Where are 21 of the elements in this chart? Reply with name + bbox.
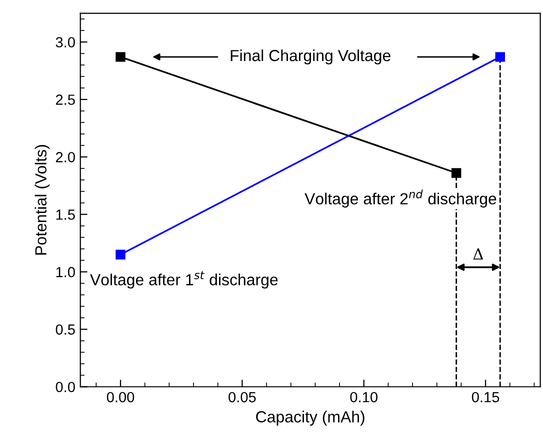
- x-tick-label: 0.05: [228, 392, 256, 402]
- x-tick-label: 0.10: [350, 392, 378, 402]
- y-tick-label: 3.0: [56, 37, 75, 48]
- annotation: Δ: [473, 248, 484, 260]
- annotation: Final Charging Voltage: [230, 49, 390, 64]
- y-tick-label: 2.5: [56, 94, 75, 105]
- y-tick-label: 0.0: [56, 382, 75, 392]
- annotation: Voltage after 1$^{st}$ discharge: [90, 271, 278, 289]
- y-tick-label: 1.0: [56, 266, 75, 278]
- y-tick-label: 1.5: [56, 210, 75, 220]
- point: [116, 52, 126, 62]
- x-tick-label: 0.15: [472, 392, 500, 402]
- y-axis-title: Potential (Volts): [34, 145, 50, 255]
- y-tick-label: 2.0: [56, 152, 75, 162]
- point: [495, 52, 505, 62]
- point: [451, 168, 462, 178]
- x-tick-label: 0.00: [106, 392, 134, 402]
- x-axis-title: Capacity (mAh): [256, 410, 364, 426]
- y-tick-label: 0.5: [56, 324, 75, 335]
- point: [116, 250, 126, 260]
- annotation: Voltage after 2$^{nd}$ discharge: [304, 190, 496, 208]
